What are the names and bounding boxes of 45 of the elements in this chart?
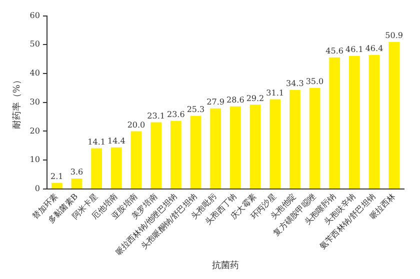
data-label: 25.3 (186, 105, 205, 114)
data-label: 31.1 (266, 88, 284, 98)
bar (210, 108, 222, 188)
data-label: 46.4 (365, 44, 384, 54)
data-label: 29.2 (246, 94, 264, 103)
y-tick-label: 20 (30, 126, 40, 136)
data-label: 46.1 (346, 44, 364, 54)
bar (230, 106, 241, 188)
bar (110, 147, 122, 188)
bar (348, 56, 360, 188)
bar (329, 57, 340, 188)
x-axis-title: 抗菌药 (212, 260, 239, 271)
data-label: 50.9 (385, 31, 403, 40)
bar (388, 42, 400, 188)
bar (170, 120, 182, 188)
bar (250, 104, 261, 188)
data-label: 14.4 (107, 136, 126, 146)
y-tick-label: 50 (30, 40, 40, 49)
data-label: 14.1 (88, 137, 106, 146)
y-tick-label: 40 (30, 68, 40, 78)
bar (368, 55, 380, 188)
data-label: 35.0 (306, 77, 324, 86)
y-tick-label: 10 (30, 155, 40, 164)
y-tick-label: 60 (30, 10, 40, 20)
data-label: 34.3 (286, 79, 304, 88)
data-label: 28.6 (226, 95, 244, 104)
bar (289, 90, 300, 188)
y-tick-label: 0 (34, 184, 40, 194)
data-label: 23.1 (147, 111, 165, 120)
data-label: 45.6 (326, 46, 344, 56)
bar (91, 148, 102, 188)
bar (270, 99, 281, 188)
data-label: 3.6 (70, 168, 84, 177)
data-label: 2.1 (50, 172, 64, 181)
bar (51, 182, 62, 188)
data-label: 20.0 (127, 120, 146, 130)
bar (130, 131, 142, 188)
data-label: 27.9 (206, 98, 224, 107)
y-axis-title: 耐药率（%） (12, 76, 23, 130)
bar (309, 88, 320, 188)
bar (150, 122, 162, 188)
bar (190, 116, 202, 188)
y-tick-label: 30 (30, 97, 40, 106)
data-label: 23.6 (166, 110, 185, 119)
bar (71, 178, 82, 188)
